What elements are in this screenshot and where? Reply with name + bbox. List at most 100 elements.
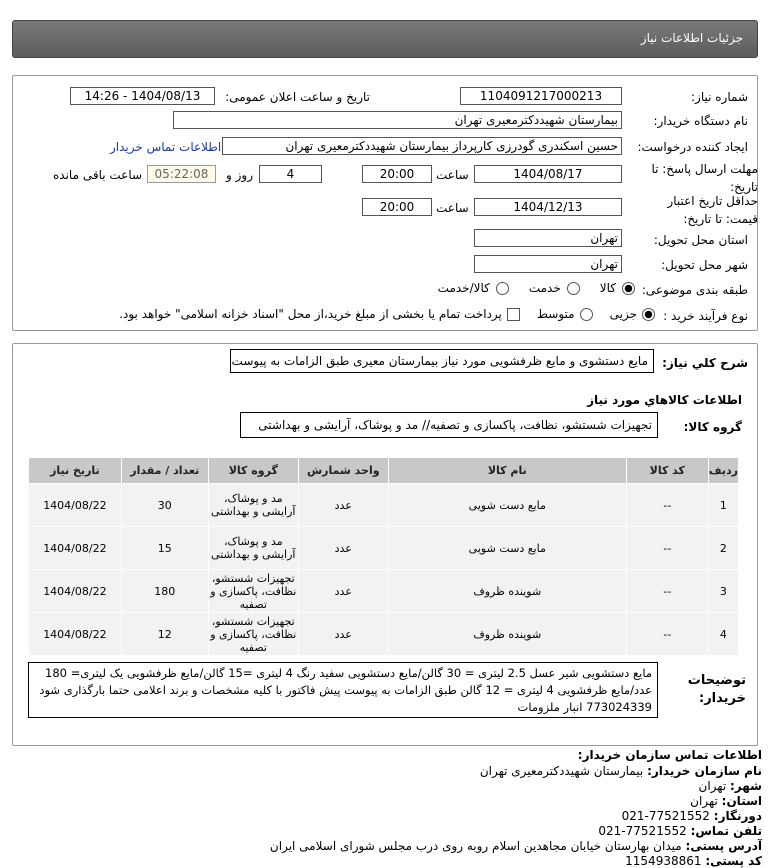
province-label: استان محل تحویل: xyxy=(653,233,748,247)
item-date: 1404/08/22 xyxy=(28,612,122,656)
item-date: 1404/08/22 xyxy=(28,526,122,570)
validity-hour-label: ساعت xyxy=(436,201,469,215)
item-code: -- xyxy=(625,483,709,527)
radio-goods-service-label: کالا/خدمت xyxy=(437,281,490,295)
buyer-contact-link[interactable]: اطلاعات تماس خریدار xyxy=(110,140,222,154)
deadline-label: مهلت ارسال پاسخ: تا تاریخ: xyxy=(651,162,758,194)
item-code: -- xyxy=(625,526,709,570)
contact-item-value: بیمارستان شهیددکترمعیری تهران xyxy=(479,764,644,778)
validity-date-field[interactable]: 1404/12/13 xyxy=(474,198,622,216)
contact-item-label: آدرس پستی: xyxy=(685,839,762,853)
col-qty: تعداد / مقدار xyxy=(120,457,209,484)
validity-label: حداقل تاریخ اعتبار قیمت: تا تاریخ: xyxy=(667,194,758,226)
contact-item-value: 1154938861 xyxy=(625,854,702,868)
item-name: مایع دست شویی xyxy=(387,483,627,527)
group-label: گروه کالا: xyxy=(683,420,742,434)
table-row: 4 -- شوینده ظروف عدد تجهیزات شستشو، نظافت، پ… xyxy=(28,612,740,656)
item-name: مایع دست شویی xyxy=(387,526,627,570)
radio-medium-label: متوسط xyxy=(536,307,575,321)
item-qty: 30 xyxy=(120,483,209,527)
group-field: تجهیزات شستشو، نظافت، پاکسازی و تصفیه// … xyxy=(240,412,658,438)
col-name: نام کالا xyxy=(387,457,627,484)
contact-item-value: 77521552-021 xyxy=(621,809,710,823)
col-unit: واحد شمارش xyxy=(297,457,389,484)
item-group: تجهیزات شستشو، نظافت، پاکسازی و تصفیه xyxy=(207,569,299,613)
table-row: 3 -- شوینده ظروف عدد تجهیزات شستشو، نظافت، پ… xyxy=(28,569,740,613)
days-label: روز و xyxy=(226,168,253,182)
need-number-field[interactable]: 1104091217000213 xyxy=(460,87,622,105)
col-code: کد کالا xyxy=(625,457,709,484)
goods-table: ردیف کد کالا نام کالا واحد شمارش گروه کا… xyxy=(28,457,740,656)
item-code: -- xyxy=(625,612,709,656)
contact-item-label: نام سازمان خریدار: xyxy=(647,764,762,778)
radio-goods-label: کالا xyxy=(599,281,616,295)
radio-goods-service[interactable] xyxy=(495,281,509,295)
countdown-field: 05:22:08 xyxy=(147,165,216,183)
contact-item: شهر: تهران xyxy=(699,779,762,793)
item-qty: 180 xyxy=(120,569,209,613)
deadline-time-field[interactable]: 20:00 xyxy=(362,165,432,183)
goods-title: اطلاعات کالاهاي مورد نياز xyxy=(587,393,742,407)
treasury-checkbox[interactable] xyxy=(506,307,520,321)
radio-medium[interactable] xyxy=(579,307,593,321)
contact-item: نام سازمان خریدار: بیمارستان شهیددکترمعی… xyxy=(480,764,762,778)
category-label: طبقه بندی موضوعی: xyxy=(641,283,748,297)
process-label: نوع فرآیند خرید : xyxy=(663,309,748,323)
radio-service[interactable] xyxy=(566,281,580,295)
process-radio-group: جزیی متوسط پرداخت تمام یا بخشی از مبلغ خ… xyxy=(119,307,655,321)
item-name: شوینده ظروف xyxy=(387,569,627,613)
deadline-date-field[interactable]: 1404/08/17 xyxy=(474,165,622,183)
radio-service-label: خدمت xyxy=(528,281,561,295)
requester-label: ایجاد کننده درخواست: xyxy=(637,140,748,154)
validity-time-field[interactable]: 20:00 xyxy=(362,198,432,216)
treasury-note: پرداخت تمام یا بخشی از مبلغ خرید،از محل … xyxy=(119,307,502,321)
announce-field[interactable]: 1404/08/13 - 14:26 xyxy=(70,87,215,105)
row-number: 4 xyxy=(707,612,740,656)
item-qty: 15 xyxy=(120,526,209,570)
item-date: 1404/08/22 xyxy=(28,569,122,613)
item-qty: 12 xyxy=(120,612,209,656)
remaining-label: ساعت باقی مانده xyxy=(53,168,143,182)
page-header: جزئیات اطلاعات نیاز xyxy=(12,20,758,58)
requester-field[interactable]: حسین اسکندری گودرزی کارپرداز بیمارستان ش… xyxy=(222,137,622,155)
item-unit: عدد xyxy=(297,612,389,656)
contact-item-value: تهران xyxy=(690,794,718,808)
notes-field: مایع دستشویی شیر عسل 2.5 لیتری = 30 گالن… xyxy=(28,662,658,718)
summary-label: شرح کلي نياز: xyxy=(662,356,748,370)
contact-item: دورنگار: 77521552-021 xyxy=(622,809,762,823)
item-group: تجهیزات شستشو، نظافت، پاکسازی و تصفیه xyxy=(207,612,299,656)
row-number: 2 xyxy=(707,526,740,570)
deadline-hour-label: ساعت xyxy=(436,168,469,182)
item-unit: عدد xyxy=(297,526,389,570)
days-field[interactable]: 4 xyxy=(259,165,322,183)
table-header-row: ردیف کد کالا نام کالا واحد شمارش گروه کا… xyxy=(28,457,740,484)
contact-item-value: تهران xyxy=(698,779,727,793)
table-row: 1 -- مایع دست شویی عدد مد و پوشاک، آرایشی و … xyxy=(28,483,740,527)
radio-minor[interactable] xyxy=(642,307,655,321)
announce-label: تاریخ و ساعت اعلان عمومی: xyxy=(225,90,370,104)
city-field[interactable]: تهران xyxy=(474,255,622,273)
radio-minor-label: جزیی xyxy=(609,307,637,321)
contact-item-label: کد پستی: xyxy=(705,854,762,868)
item-date: 1404/08/22 xyxy=(28,483,122,527)
buyer-org-field[interactable]: بیمارستان شهیددکترمعیری تهران xyxy=(173,111,622,129)
item-code: -- xyxy=(625,569,709,613)
item-group: مد و پوشاک، آرایشی و بهداشتی xyxy=(207,526,299,570)
contact-title: اطلاعات تماس سازمان خریدار: xyxy=(577,748,762,762)
province-field[interactable]: تهران xyxy=(474,229,622,247)
item-name: شوینده ظروف xyxy=(387,612,627,656)
need-number-label: شماره نیاز: xyxy=(691,90,748,104)
summary-field: مایع دستشوی و مایع ظرفشویی مورد نیاز بیم… xyxy=(230,349,654,373)
contact-item-label: شهر: xyxy=(730,779,762,793)
city-label: شهر محل تحویل: xyxy=(661,258,748,272)
contact-item-value: 77521552-021 xyxy=(598,824,687,838)
category-radio-group: کالا خدمت کالا/خدمت xyxy=(438,281,635,295)
contact-item: کد پستی: 1154938861 xyxy=(625,854,762,868)
col-group: گروه کالا xyxy=(207,457,299,484)
contact-item: آدرس پستی: میدان بهارستان خیابان مجاهدین… xyxy=(270,839,762,853)
item-unit: عدد xyxy=(297,483,389,527)
contact-item: استان: تهران xyxy=(690,794,762,808)
contact-item-value: میدان بهارستان خیابان مجاهدین اسلام روبه… xyxy=(269,839,682,853)
contact-item-label: دورنگار: xyxy=(713,809,762,823)
radio-goods[interactable] xyxy=(622,281,635,295)
